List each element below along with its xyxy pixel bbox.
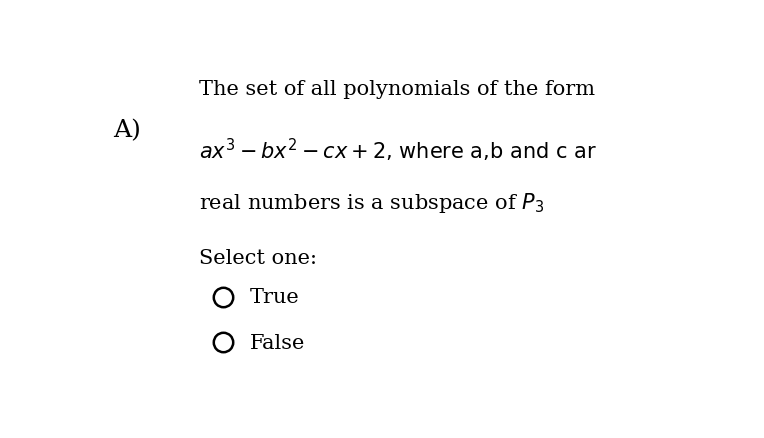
Text: False: False [249,333,305,352]
Text: $ax^3 - bx^2 - cx + 2$, where a,b and c ar: $ax^3 - bx^2 - cx + 2$, where a,b and c … [199,137,597,164]
Text: A): A) [113,119,141,141]
Text: real numbers is a subspace of $P_3$: real numbers is a subspace of $P_3$ [199,191,544,215]
Text: True: True [249,288,299,307]
Text: Select one:: Select one: [199,248,317,267]
Text: The set of all polynomials of the form: The set of all polynomials of the form [199,80,595,99]
